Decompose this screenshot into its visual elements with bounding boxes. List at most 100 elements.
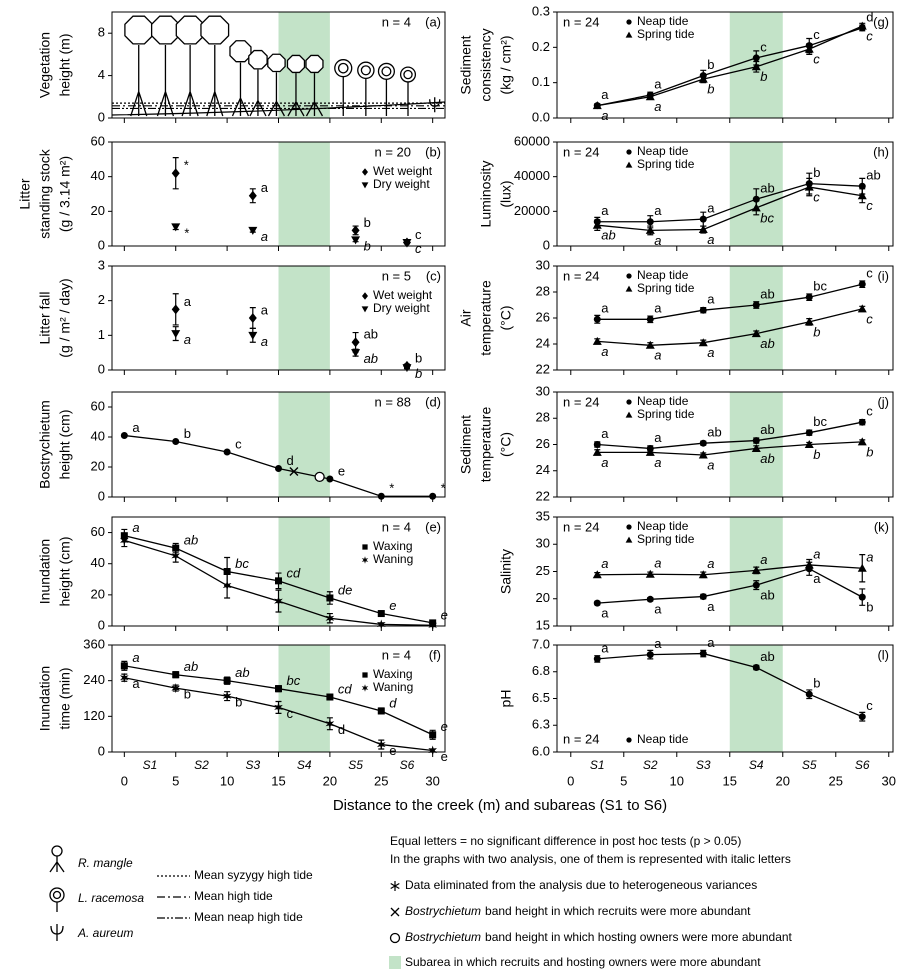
marker — [120, 535, 129, 546]
legend-marker — [625, 411, 633, 418]
y-tick-label: 0 — [98, 237, 105, 252]
significance-letter: a — [601, 426, 609, 441]
y-axis-label: Bostrychietum — [37, 400, 53, 489]
legend-label: Spring tide — [637, 281, 695, 295]
y-axis-label: Vegetation — [37, 32, 53, 98]
sample-size: n = 24 — [563, 144, 600, 159]
owners-icon — [389, 932, 401, 944]
y-tick-label: 40 — [91, 555, 105, 570]
y-axis-label: consistency — [478, 28, 494, 101]
y-tick-label: 0 — [98, 743, 105, 758]
series-line — [597, 308, 863, 346]
marker — [593, 441, 601, 448]
y-axis-label: Sediment — [458, 415, 474, 474]
series-line — [597, 568, 863, 604]
significance-letter: ab — [364, 327, 378, 342]
y-tick-label: 4 — [98, 67, 105, 82]
plant — [150, 15, 180, 117]
significance-letter: c — [415, 241, 422, 256]
significance-letter: a — [654, 556, 661, 571]
legend-label: Neap tide — [637, 519, 689, 533]
marker — [805, 429, 813, 437]
tree-crown — [403, 69, 413, 80]
marker — [646, 651, 654, 659]
sample-size: n = 24 — [563, 394, 600, 409]
x-tick-label: 20 — [323, 773, 337, 788]
marker — [428, 745, 437, 756]
legend-marker — [362, 672, 368, 678]
series-line — [597, 652, 863, 718]
significance-letter: cd — [287, 565, 302, 580]
legend-label: Spring tide — [637, 532, 695, 546]
y-tick-label: 35 — [536, 508, 550, 523]
marker — [699, 593, 707, 601]
tree-trunk — [156, 44, 175, 117]
marker — [171, 330, 181, 339]
marker — [314, 471, 325, 483]
significance-letter: d — [287, 453, 294, 468]
legend-marker — [626, 737, 632, 743]
panel-label: (i) — [877, 268, 889, 283]
significance-letter: b — [415, 350, 422, 365]
y-tick-label: 0 — [543, 237, 550, 252]
significance-letter: c — [287, 706, 294, 721]
x-tick-label: 30 — [882, 773, 896, 788]
legend-label: Mean syzygy high tide — [194, 868, 313, 882]
marker — [326, 475, 334, 483]
marker — [223, 677, 231, 685]
tree-crown — [399, 66, 417, 83]
marker — [172, 544, 180, 552]
significance-letter: * — [389, 481, 394, 496]
legend-label: Wet weight — [373, 288, 433, 302]
y-tick-label: 22 — [536, 361, 550, 376]
legend-label: Waning — [373, 552, 413, 566]
significance-letter: b — [813, 676, 820, 691]
tree-crown — [229, 40, 252, 63]
significance-letter: e — [441, 719, 448, 734]
marker — [376, 619, 386, 630]
marker — [645, 225, 655, 234]
legend-label: Waxing — [373, 539, 413, 553]
y-axis-label: (°C) — [498, 432, 514, 457]
plant — [429, 97, 441, 113]
significance-letter: a — [654, 301, 662, 316]
significance-letter: a — [261, 334, 268, 349]
significance-letter: b — [184, 426, 191, 441]
marker — [223, 448, 231, 456]
marker — [428, 620, 437, 631]
y-axis-label: pH — [498, 690, 514, 708]
legend-label: Waning — [373, 680, 413, 694]
marker — [804, 560, 814, 569]
significance-letter: b — [866, 600, 873, 615]
note-species: Bostrychietum — [405, 904, 481, 918]
legend-marker — [362, 292, 368, 300]
y-tick-label: 6.5 — [532, 690, 550, 705]
tree-crown — [150, 15, 180, 45]
x-tick-label: 30 — [425, 773, 439, 788]
marker — [592, 220, 602, 229]
significance-letter: a — [132, 650, 139, 665]
significance-letter: ab — [184, 659, 198, 674]
significance-letter: ab — [760, 451, 774, 466]
y-axis-label: Litter fall — [37, 292, 53, 345]
significance-letter: a — [601, 556, 608, 571]
significance-letter: a — [132, 520, 139, 535]
y-tick-label: 240 — [83, 672, 105, 687]
marker — [804, 317, 814, 326]
marker — [223, 568, 231, 575]
x-tick-label: 0 — [567, 773, 574, 788]
significance-letter: b — [235, 695, 242, 710]
x-tick-label: 10 — [220, 773, 234, 788]
note-text: band height in which hosting owners were… — [485, 930, 793, 944]
marker — [274, 596, 283, 607]
marker — [351, 337, 360, 348]
tree-crown — [381, 66, 392, 77]
significance-letter: a — [654, 99, 661, 114]
y-tick-label: 20 — [91, 586, 105, 601]
marker — [171, 304, 180, 315]
marker — [858, 280, 866, 288]
sample-size: n = 4 — [382, 519, 411, 534]
marker — [857, 21, 867, 30]
marker — [645, 447, 655, 456]
legend-marker — [362, 168, 368, 176]
